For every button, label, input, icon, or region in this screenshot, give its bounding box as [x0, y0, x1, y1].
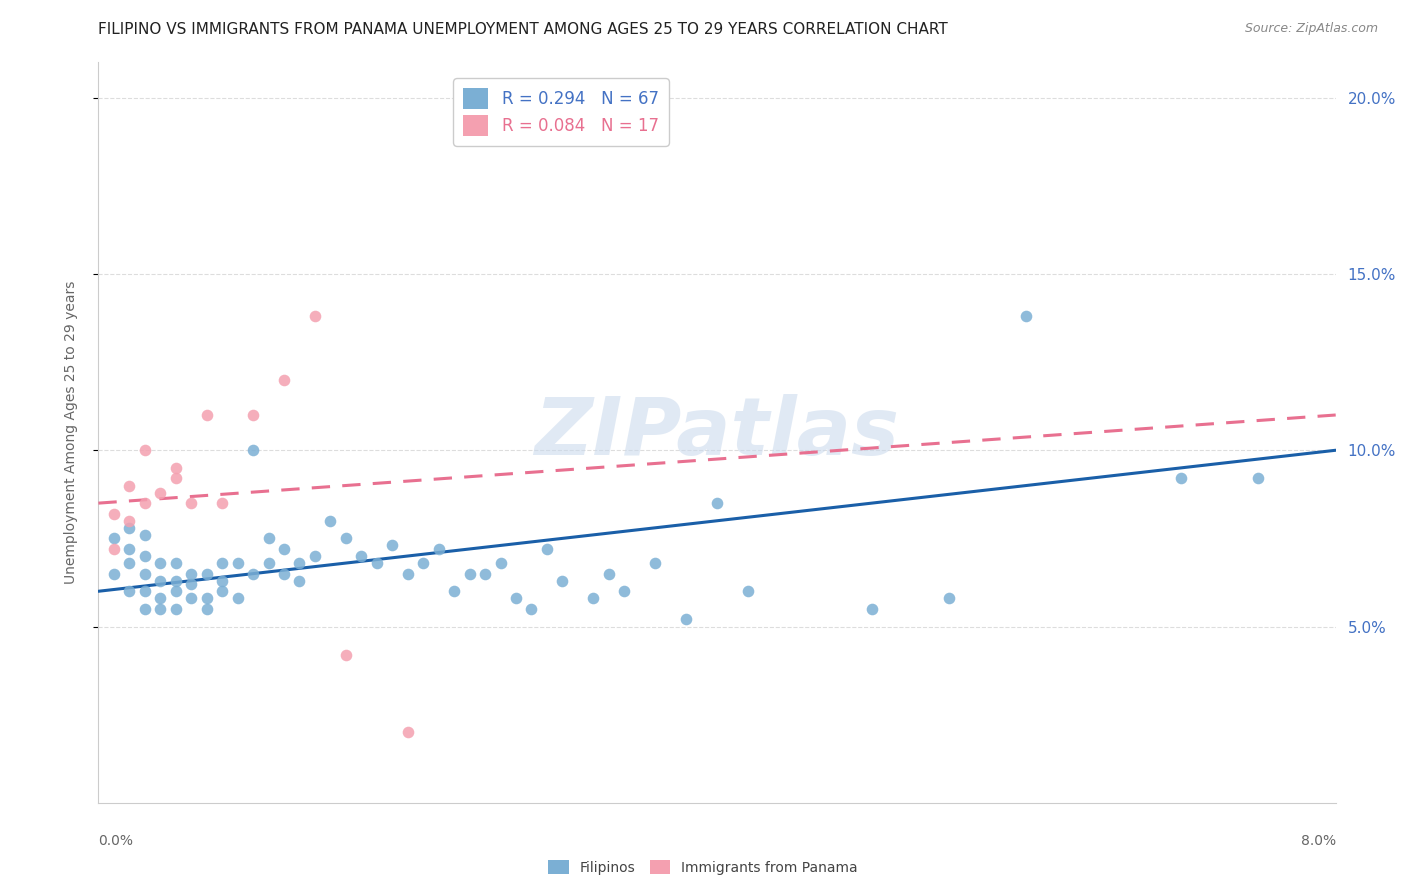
- Point: [938, 591, 960, 606]
- Point: [118, 556, 141, 570]
- Point: [118, 584, 141, 599]
- Point: [489, 556, 512, 570]
- Point: [288, 574, 311, 588]
- Point: [195, 591, 218, 606]
- Point: [211, 496, 233, 510]
- Point: [582, 591, 605, 606]
- Point: [165, 602, 187, 616]
- Point: [304, 310, 326, 324]
- Point: [366, 556, 388, 570]
- Point: [273, 566, 295, 581]
- Legend: Filipinos, Immigrants from Panama: Filipinos, Immigrants from Panama: [543, 855, 863, 880]
- Point: [273, 373, 295, 387]
- Point: [149, 556, 172, 570]
- Point: [165, 584, 187, 599]
- Point: [180, 566, 202, 581]
- Point: [149, 591, 172, 606]
- Point: [644, 556, 666, 570]
- Point: [134, 496, 156, 510]
- Point: [242, 408, 264, 422]
- Point: [706, 496, 728, 510]
- Point: [134, 528, 156, 542]
- Point: [335, 532, 357, 546]
- Point: [180, 591, 202, 606]
- Point: [165, 461, 187, 475]
- Text: Source: ZipAtlas.com: Source: ZipAtlas.com: [1244, 22, 1378, 36]
- Text: 0.0%: 0.0%: [98, 834, 134, 848]
- Point: [1015, 310, 1038, 324]
- Y-axis label: Unemployment Among Ages 25 to 29 years: Unemployment Among Ages 25 to 29 years: [63, 281, 77, 584]
- Point: [860, 602, 883, 616]
- Point: [536, 541, 558, 556]
- Point: [273, 541, 295, 556]
- Point: [195, 602, 218, 616]
- Point: [118, 478, 141, 492]
- Point: [242, 566, 264, 581]
- Point: [304, 549, 326, 563]
- Point: [134, 602, 156, 616]
- Point: [257, 556, 280, 570]
- Point: [134, 566, 156, 581]
- Point: [427, 541, 450, 556]
- Point: [180, 577, 202, 591]
- Point: [103, 541, 125, 556]
- Point: [443, 584, 465, 599]
- Point: [288, 556, 311, 570]
- Point: [149, 574, 172, 588]
- Point: [195, 408, 218, 422]
- Point: [335, 648, 357, 662]
- Point: [505, 591, 527, 606]
- Point: [134, 443, 156, 458]
- Point: [613, 584, 636, 599]
- Point: [319, 514, 342, 528]
- Point: [180, 496, 202, 510]
- Point: [226, 556, 249, 570]
- Point: [1170, 471, 1192, 485]
- Point: [474, 566, 496, 581]
- Point: [520, 602, 543, 616]
- Point: [134, 584, 156, 599]
- Point: [103, 507, 125, 521]
- Point: [350, 549, 373, 563]
- Point: [675, 612, 697, 626]
- Point: [737, 584, 759, 599]
- Point: [165, 471, 187, 485]
- Point: [226, 591, 249, 606]
- Text: FILIPINO VS IMMIGRANTS FROM PANAMA UNEMPLOYMENT AMONG AGES 25 TO 29 YEARS CORREL: FILIPINO VS IMMIGRANTS FROM PANAMA UNEMP…: [98, 22, 948, 37]
- Point: [118, 521, 141, 535]
- Legend: R = 0.294   N = 67, R = 0.084   N = 17: R = 0.294 N = 67, R = 0.084 N = 17: [453, 78, 668, 145]
- Point: [211, 556, 233, 570]
- Point: [257, 532, 280, 546]
- Point: [1247, 471, 1270, 485]
- Point: [103, 532, 125, 546]
- Point: [118, 541, 141, 556]
- Point: [195, 566, 218, 581]
- Point: [598, 566, 620, 581]
- Point: [134, 549, 156, 563]
- Point: [551, 574, 574, 588]
- Point: [149, 602, 172, 616]
- Point: [211, 574, 233, 588]
- Point: [242, 443, 264, 458]
- Point: [381, 538, 404, 552]
- Point: [165, 556, 187, 570]
- Point: [412, 556, 434, 570]
- Point: [396, 725, 419, 739]
- Text: 8.0%: 8.0%: [1301, 834, 1336, 848]
- Point: [103, 566, 125, 581]
- Point: [396, 566, 419, 581]
- Point: [165, 574, 187, 588]
- Point: [211, 584, 233, 599]
- Point: [458, 566, 481, 581]
- Point: [118, 514, 141, 528]
- Text: ZIPatlas: ZIPatlas: [534, 393, 900, 472]
- Point: [149, 485, 172, 500]
